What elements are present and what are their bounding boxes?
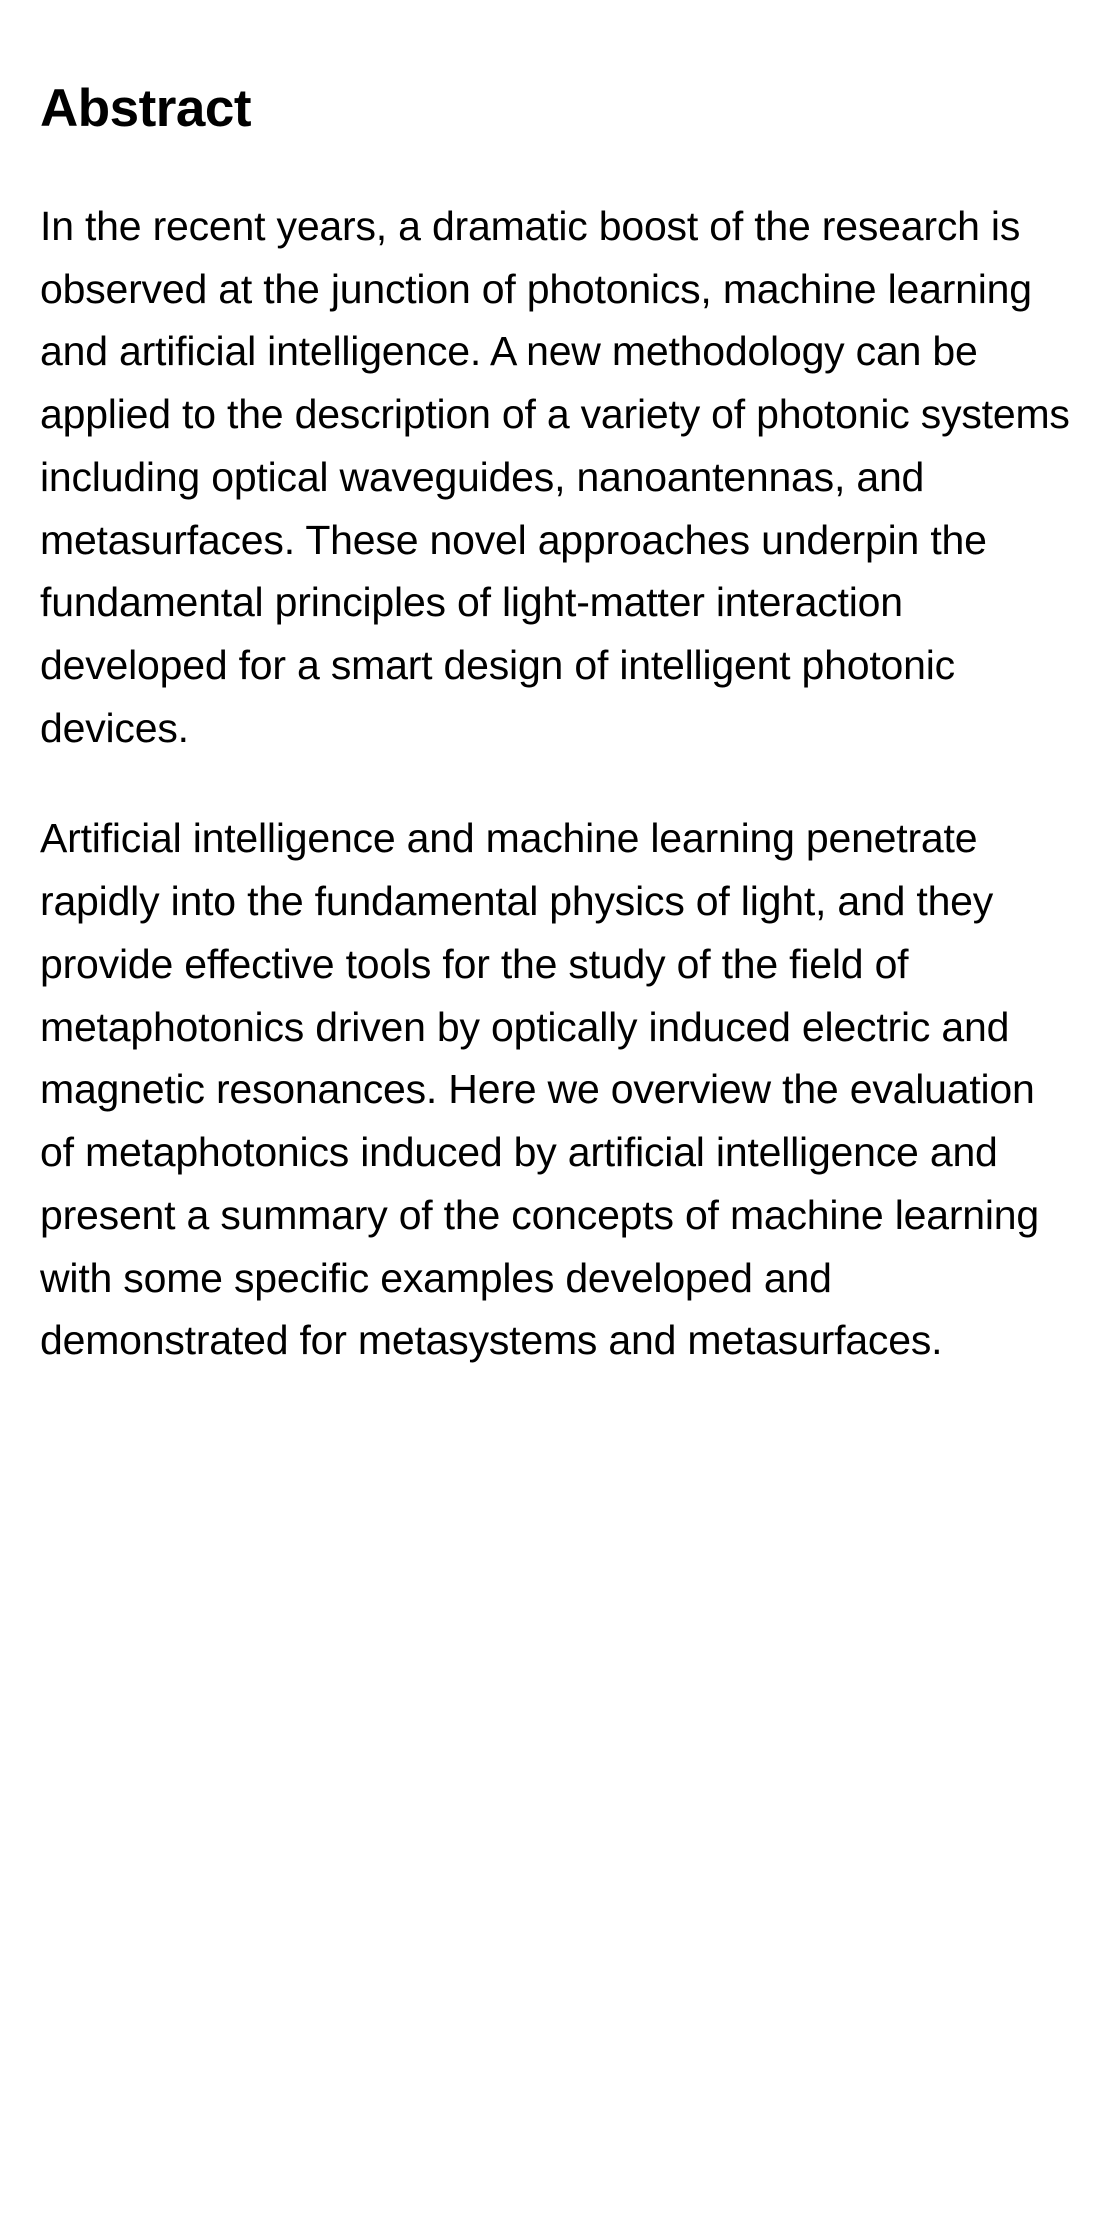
abstract-paragraph-1: In the recent years, a dramatic boost of… (40, 195, 1077, 759)
abstract-paragraph-2: Artificial intelligence and machine lear… (40, 807, 1077, 1371)
abstract-heading: Abstract (40, 78, 1077, 139)
